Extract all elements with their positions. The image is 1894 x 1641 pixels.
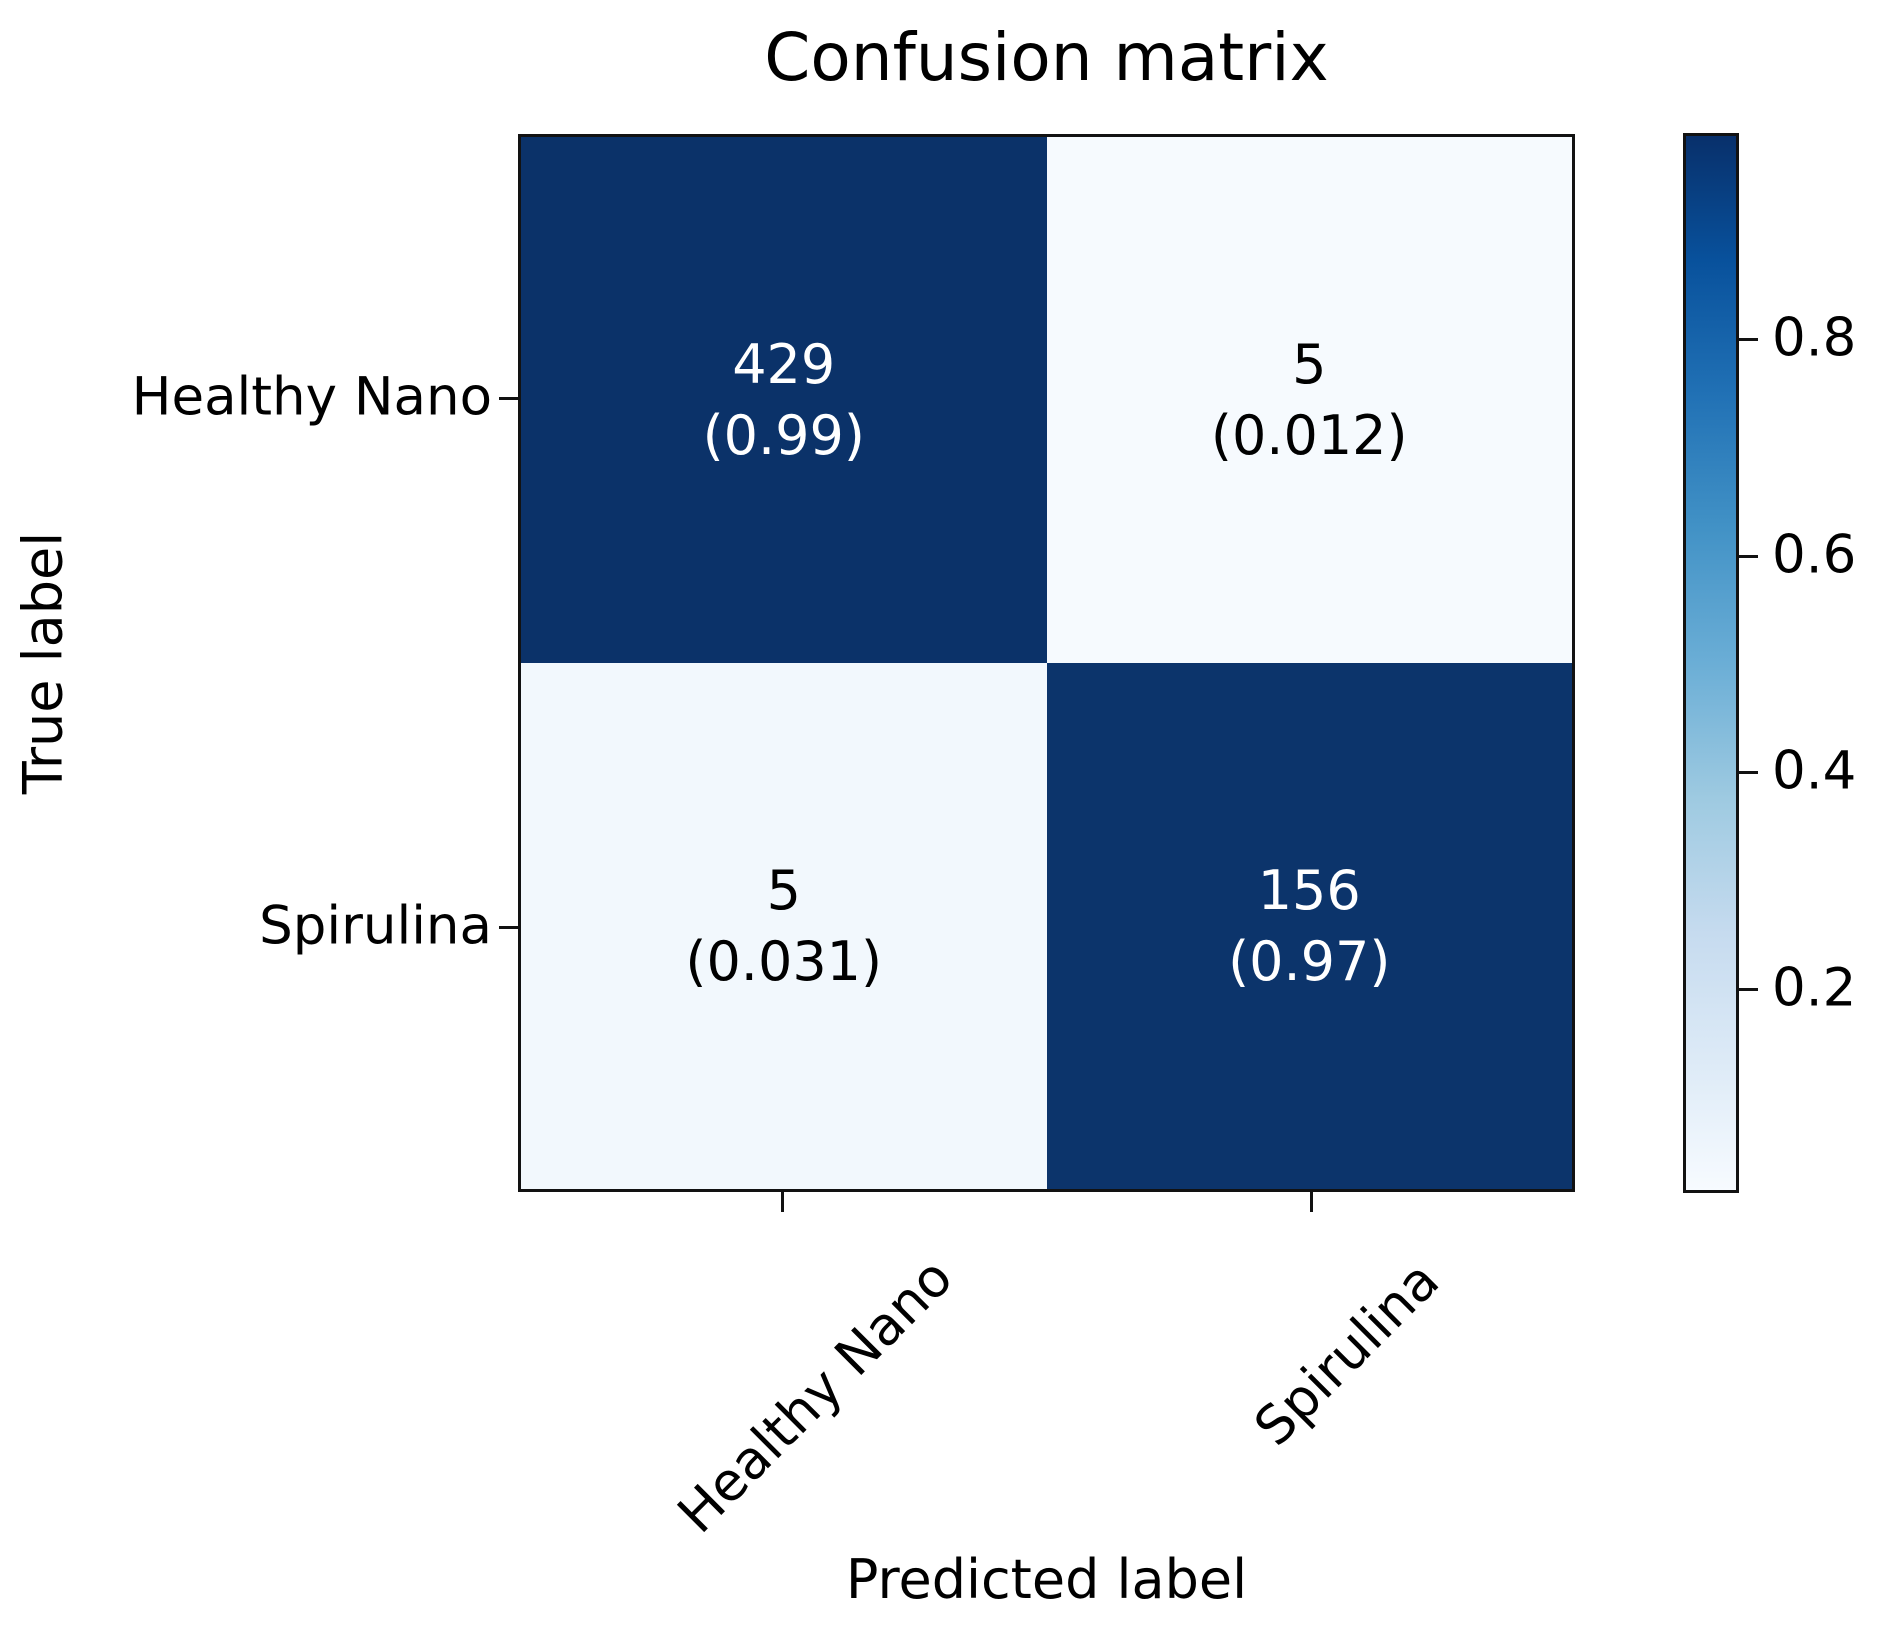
cell-count: 5	[1292, 332, 1327, 396]
y-tick-mark	[499, 397, 518, 400]
cell-count: 156	[1257, 858, 1361, 922]
colorbar-tick-label: 0.2	[1772, 957, 1857, 1019]
cell-fraction: (0.012)	[1210, 404, 1408, 467]
x-axis-label: Predicted label	[845, 1548, 1248, 1611]
y-tick-label-spirulina: Spirulina	[259, 895, 492, 957]
matrix-cell-true-spirulina-pred-healthy: 5 (0.031)	[521, 663, 1047, 1189]
matrix-plot-area: 429 (0.99) 5 (0.012) 5 (0.031) 156 (0.97…	[518, 134, 1575, 1192]
cell-fraction: (0.97)	[1228, 930, 1391, 993]
colorbar-tick-mark	[1739, 771, 1758, 774]
y-tick-label-healthy-nano: Healthy Nano	[131, 366, 492, 428]
colorbar-tick-mark	[1739, 338, 1758, 341]
chart-title: Confusion matrix	[764, 19, 1329, 96]
cell-count: 429	[732, 332, 836, 396]
colorbar-tick-label: 0.8	[1772, 307, 1857, 369]
cell-fraction: (0.99)	[702, 404, 865, 467]
x-tick-label-spirulina: Spirulina	[1243, 1250, 1452, 1458]
colorbar-tick-label: 0.4	[1772, 740, 1857, 802]
cell-count: 5	[766, 858, 801, 922]
x-tick-mark	[781, 1192, 784, 1212]
cell-fraction: (0.031)	[685, 930, 883, 993]
colorbar-tick-mark	[1739, 988, 1758, 991]
y-tick-mark	[499, 926, 518, 929]
matrix-cell-true-healthy-pred-spirulina: 5 (0.012)	[1046, 137, 1572, 663]
colorbar-tick-label: 0.6	[1772, 524, 1857, 586]
colorbar-tick-mark	[1739, 555, 1758, 558]
x-tick-label-healthy-nano: Healthy Nano	[666, 1247, 965, 1545]
x-tick-mark	[1310, 1192, 1313, 1212]
colorbar-gradient	[1683, 133, 1739, 1193]
matrix-cell-true-spirulina-pred-spirulina: 156 (0.97)	[1046, 663, 1572, 1189]
matrix-cell-true-healthy-pred-healthy: 429 (0.99)	[521, 137, 1047, 663]
y-axis-label: True label	[11, 531, 75, 795]
